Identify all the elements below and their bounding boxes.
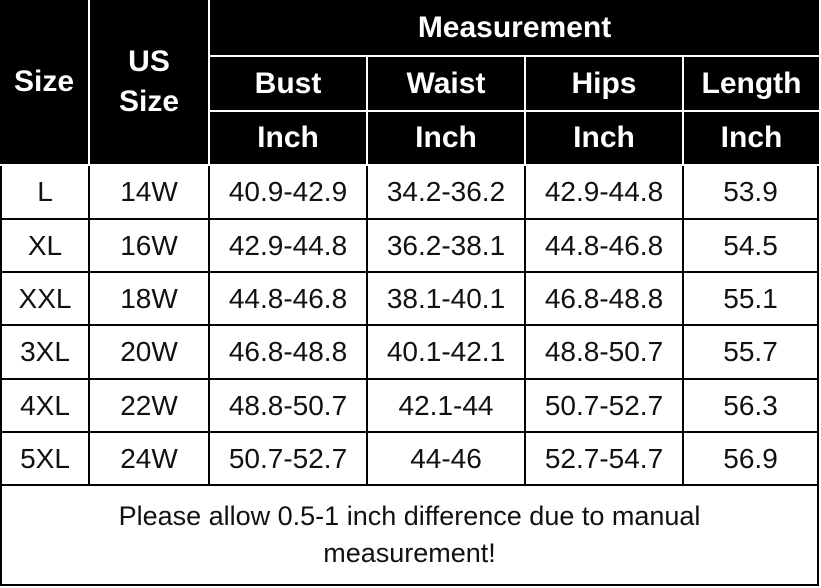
table-cell: XXL [0,273,90,326]
table-cell: 42.9-44.8 [526,166,684,220]
table-row: 5XL 24W 50.7-52.7 44-46 52.7-54.7 56.9 [0,433,820,486]
table-header: Size US Size Measurement Bust Waist Hips Le… [0,0,820,166]
table-row: XXL 18W 44.8-46.8 38.1-40.1 46.8-48.8 55.1 [0,273,820,326]
note: Please allow 0.5-1 inch difference due t… [0,486,819,586]
table-cell: L [0,166,90,220]
table-cell: 55.7 [684,326,820,380]
table-cell: 50.7-52.7 [210,433,368,486]
header-row: Bust Waist Hips Length [0,57,820,112]
table-cell: 48.8-50.7 [526,326,684,380]
unit-header: Inch [526,112,684,166]
table-cell: XL [0,220,90,273]
table-cell: 18W [90,273,210,326]
header-row: Inch Inch Inch Inch [0,112,820,166]
column-header: Waist [368,57,526,112]
table-cell: 50.7-52.7 [526,380,684,433]
table-cell: 55.1 [684,273,820,326]
unit-header: Inch [684,112,820,166]
table-cell: 44-46 [368,433,526,486]
table-cell: 53.9 [684,166,820,220]
measurement-header: Measurement [210,0,820,57]
unit-header: Inch [368,112,526,166]
table-body: L 14W 40.9-42.9 34.2-36.2 42.9-44.8 53.9 XL 16W… [0,166,820,486]
table-cell: 40.1-42.1 [368,326,526,380]
us-size-header: US Size [90,0,210,166]
table-cell: 4XL [0,380,90,433]
unit-header: Inch [210,112,368,166]
table-cell: 24W [90,433,210,486]
table-cell: 22W [90,380,210,433]
table-row: 4XL 22W 48.8-50.7 42.1-44 50.7-52.7 56.3 [0,380,820,433]
table-cell: 52.7-54.7 [526,433,684,486]
size-chart: Size US Size Measurement Bust Waist Hips Le… [0,0,820,486]
table-cell: 56.9 [684,433,820,486]
column-header: Length [684,57,820,112]
size-header: Size [0,0,90,166]
table-cell: 34.2-36.2 [368,166,526,220]
table-cell: 56.3 [684,380,820,433]
table-cell: 36.2-38.1 [368,220,526,273]
table-row: L 14W 40.9-42.9 34.2-36.2 42.9-44.8 53.9 [0,166,820,220]
table-cell: 46.8-48.8 [526,273,684,326]
table-cell: 40.9-42.9 [210,166,368,220]
table-cell: 48.8-50.7 [210,380,368,433]
table-cell: 44.8-46.8 [210,273,368,326]
table-cell: 54.5 [684,220,820,273]
column-header: Hips [526,57,684,112]
header-row: Size US Size Measurement [0,0,820,166]
table-cell: 44.8-46.8 [526,220,684,273]
table-cell: 3XL [0,326,90,380]
table-cell: 46.8-48.8 [210,326,368,380]
table-cell: 14W [90,166,210,220]
table-row: 3XL 20W 46.8-48.8 40.1-42.1 48.8-50.7 55.7 [0,326,820,380]
column-header: Bust [210,57,368,112]
table-cell: 38.1-40.1 [368,273,526,326]
table-cell: 5XL [0,433,90,486]
table-cell: 20W [90,326,210,380]
table-cell: 42.1-44 [368,380,526,433]
table-cell: 42.9-44.8 [210,220,368,273]
table-row: XL 16W 42.9-44.8 36.2-38.1 44.8-46.8 54.5 [0,220,820,273]
table-cell: 16W [90,220,210,273]
